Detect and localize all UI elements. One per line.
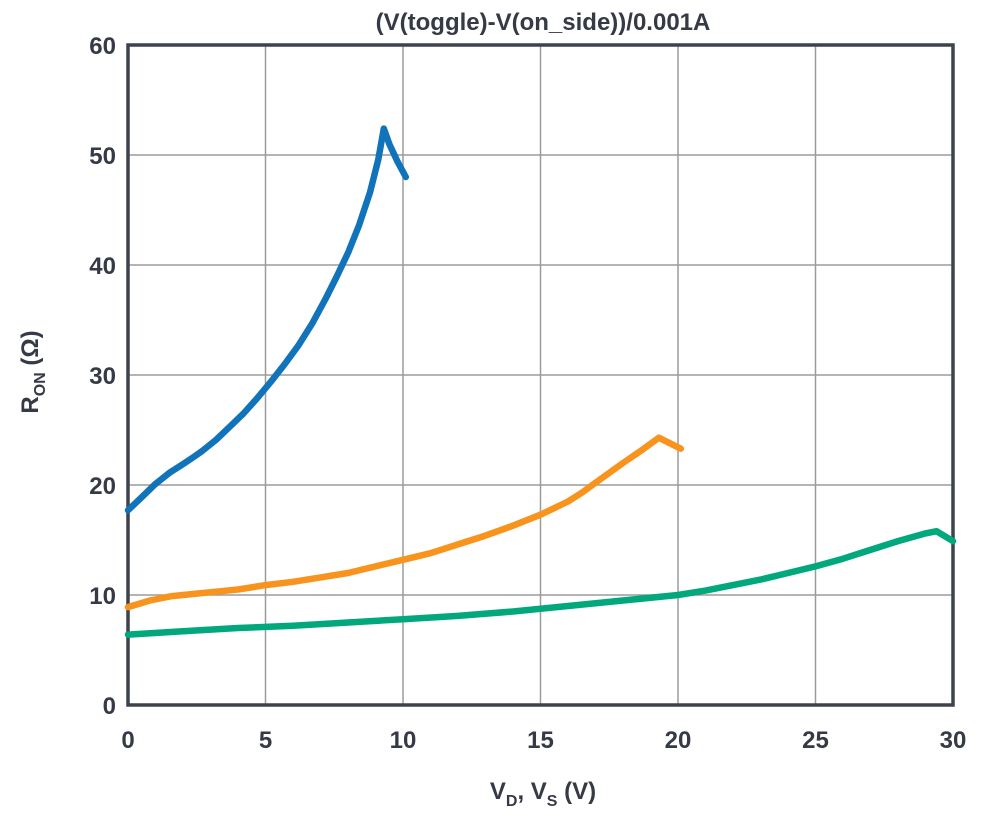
x-axis-label-unit: (V) [557, 778, 596, 805]
blue-curve [124, 125, 410, 514]
y-tick-labels: 0 10 20 30 40 50 60 [89, 33, 116, 720]
y-tick-label-50: 50 [89, 143, 116, 170]
curves [124, 125, 957, 638]
x-axis-label-sub-d: D [506, 793, 518, 810]
orange-curve [124, 434, 685, 611]
gridlines [128, 45, 953, 705]
y-tick-label-20: 20 [89, 473, 116, 500]
y-tick-label-30: 30 [89, 363, 116, 390]
y-axis-label-base: R [17, 396, 44, 413]
x-axis-label-v2: , V [517, 778, 546, 805]
chart-title: (V(toggle)-V(on_side))/0.001A [376, 9, 711, 36]
y-tick-label-10: 10 [89, 583, 116, 610]
y-tick-label-60: 60 [89, 33, 116, 60]
x-tick-label-25: 25 [802, 727, 829, 754]
y-axis-label-sub: ON [32, 372, 49, 396]
x-tick-label-0: 0 [121, 727, 134, 754]
x-tick-label-20: 20 [665, 727, 692, 754]
plot-frame [126, 43, 955, 707]
y-tick-label-40: 40 [89, 253, 116, 280]
x-tick-label-10: 10 [390, 727, 417, 754]
x-axis-label: VD, VS (V) [490, 778, 596, 810]
x-tick-label-5: 5 [259, 727, 272, 754]
x-tick-label-15: 15 [527, 727, 554, 754]
y-axis-label: RON (Ω) [17, 330, 49, 413]
y-tick-label-0: 0 [103, 693, 116, 720]
x-axis-label-v1: V [490, 778, 506, 805]
x-tick-labels: 0 5 10 15 20 25 30 [121, 727, 966, 754]
green-curve [124, 527, 957, 638]
x-tick-label-30: 30 [940, 727, 967, 754]
y-axis-label-unit: (Ω) [17, 330, 44, 372]
x-axis-label-sub-s: S [547, 793, 558, 810]
